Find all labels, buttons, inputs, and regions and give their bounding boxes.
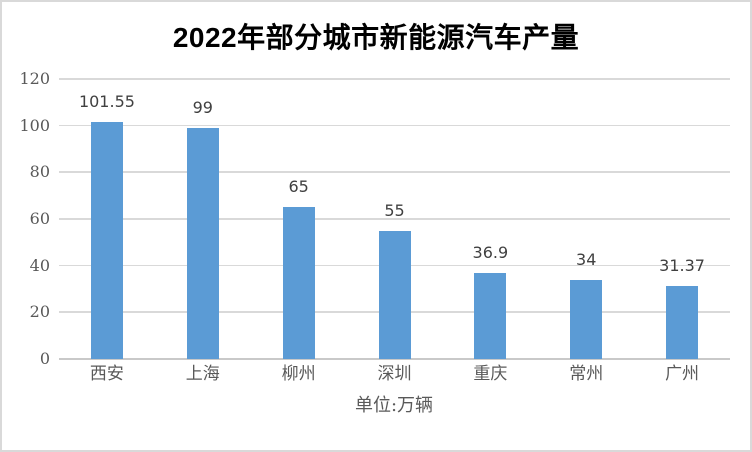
bar-value-label: 55 bbox=[384, 200, 405, 220]
bar-value-label: 31.37 bbox=[659, 255, 705, 275]
x-axis-line bbox=[59, 358, 730, 360]
bar bbox=[90, 122, 123, 359]
y-tick-label: 80 bbox=[29, 162, 50, 182]
bar-value-label: 34 bbox=[576, 249, 597, 269]
x-category-label: 柳州 bbox=[281, 364, 316, 384]
bar bbox=[186, 128, 219, 359]
bar-value-label: 101.55 bbox=[78, 92, 135, 112]
y-tick-label: 120 bbox=[19, 69, 50, 88]
bar bbox=[378, 230, 411, 359]
y-tick-label: 40 bbox=[29, 255, 50, 275]
bar bbox=[474, 272, 507, 359]
bar bbox=[570, 279, 603, 359]
bar bbox=[282, 207, 315, 359]
gridline bbox=[59, 171, 730, 173]
x-category-label: 广州 bbox=[665, 364, 700, 384]
bar bbox=[666, 285, 699, 359]
plot-area: 101.55 99 65 55 36.9 34 31.37 bbox=[59, 78, 730, 360]
bar-value-label: 65 bbox=[288, 177, 309, 197]
x-category-label: 重庆 bbox=[473, 364, 508, 384]
chart-title: 2022年部分城市新能源汽车产量 bbox=[172, 22, 580, 53]
y-tick-label: 0 bbox=[39, 349, 50, 368]
y-tick-label: 60 bbox=[29, 209, 50, 228]
x-category-label: 深圳 bbox=[377, 364, 412, 384]
bar-value-label: 36.9 bbox=[472, 242, 509, 262]
x-category-label: 上海 bbox=[185, 364, 220, 384]
y-tick-label: 100 bbox=[19, 115, 50, 135]
bar-value-label: 99 bbox=[192, 98, 213, 117]
gridline bbox=[59, 218, 730, 220]
x-category-label: 常州 bbox=[569, 364, 604, 384]
y-tick-label: 20 bbox=[29, 302, 50, 322]
gridline bbox=[59, 124, 730, 127]
x-category-label: 西安 bbox=[89, 364, 124, 384]
gridline bbox=[59, 78, 730, 80]
unit-label: 单位:万辆 bbox=[354, 395, 434, 416]
